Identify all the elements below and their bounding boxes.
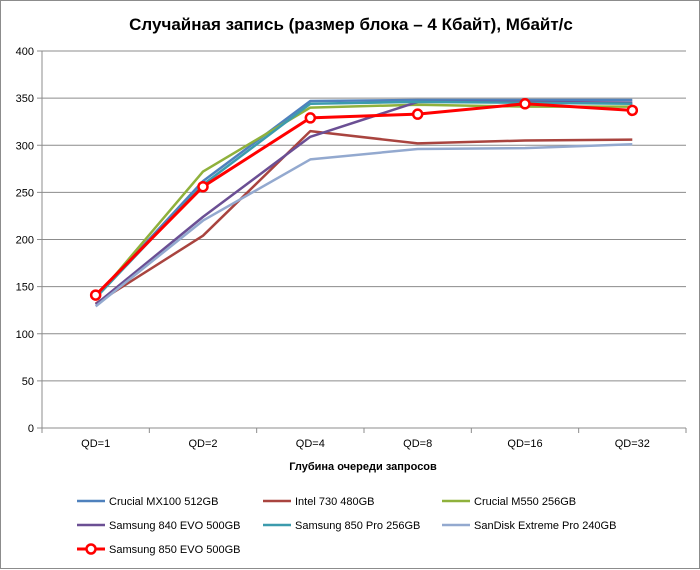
legend-label: Samsung 850 EVO 500GB [109, 544, 240, 556]
legend: Crucial MX100 512GB Intel 730 480GB Crucia… [77, 496, 616, 556]
y-tick-label: 150 [16, 282, 34, 294]
y-tick-label: 100 [16, 329, 34, 341]
legend-item: Samsung 850 Pro 256GB [263, 520, 420, 532]
legend-item: Intel 730 480GB [263, 496, 375, 508]
axes: 0 50 100 150 200 250 300 350 400 QD=1 QD=2 QD=4 QD=8… [16, 46, 687, 450]
series-point [411, 108, 424, 120]
y-tick-label: 200 [16, 235, 34, 247]
series-line-5 [94, 143, 633, 308]
series-line-4 [94, 100, 633, 299]
series-lines [89, 98, 639, 308]
legend-item: Crucial MX100 512GB [77, 496, 218, 508]
series-line-1 [95, 129, 633, 305]
legend-label: SanDisk Extreme Pro 240GB [474, 520, 616, 532]
legend-item: Crucial M550 256GB [442, 496, 576, 508]
series-line-6 [94, 102, 633, 297]
series-point [626, 104, 639, 117]
y-tick-label: 250 [16, 187, 34, 199]
series-point [89, 289, 102, 301]
legend-label: Crucial M550 256GB [474, 496, 576, 508]
legend-marker [85, 543, 97, 555]
y-tick-label: 300 [16, 140, 34, 152]
x-tick-label: QD=8 [403, 438, 432, 450]
x-tick-label: QD=4 [296, 438, 325, 450]
legend-item: SanDisk Extreme Pro 240GB [442, 520, 616, 532]
series-point [519, 98, 531, 110]
y-tick-label: 400 [16, 46, 34, 58]
y-tick-label: 350 [16, 93, 34, 105]
chart-title: Случайная запись (размер блока – 4 Кбайт… [129, 15, 573, 34]
legend-label: Crucial MX100 512GB [109, 496, 218, 508]
legend-label: Samsung 850 Pro 256GB [295, 520, 420, 532]
series-point [304, 112, 317, 124]
x-tick-label: QD=2 [188, 438, 217, 450]
series-point [197, 180, 209, 193]
x-tick-label: QD=32 [615, 438, 650, 450]
series-line-2 [94, 103, 633, 299]
y-tick-label: 0 [28, 423, 34, 435]
y-tick-label: 50 [22, 376, 34, 388]
x-tick-label: QD=1 [81, 438, 110, 450]
x-axis-title: Глубина очереди запросов [289, 461, 437, 473]
x-tick-label: QD=16 [507, 438, 542, 450]
legend-label: Samsung 840 EVO 500GB [109, 520, 240, 532]
series-line-0 [94, 98, 633, 298]
legend-item: Samsung 840 EVO 500GB [77, 520, 240, 532]
legend-label: Intel 730 480GB [295, 496, 375, 508]
legend-item: Samsung 850 EVO 500GB [77, 543, 240, 556]
